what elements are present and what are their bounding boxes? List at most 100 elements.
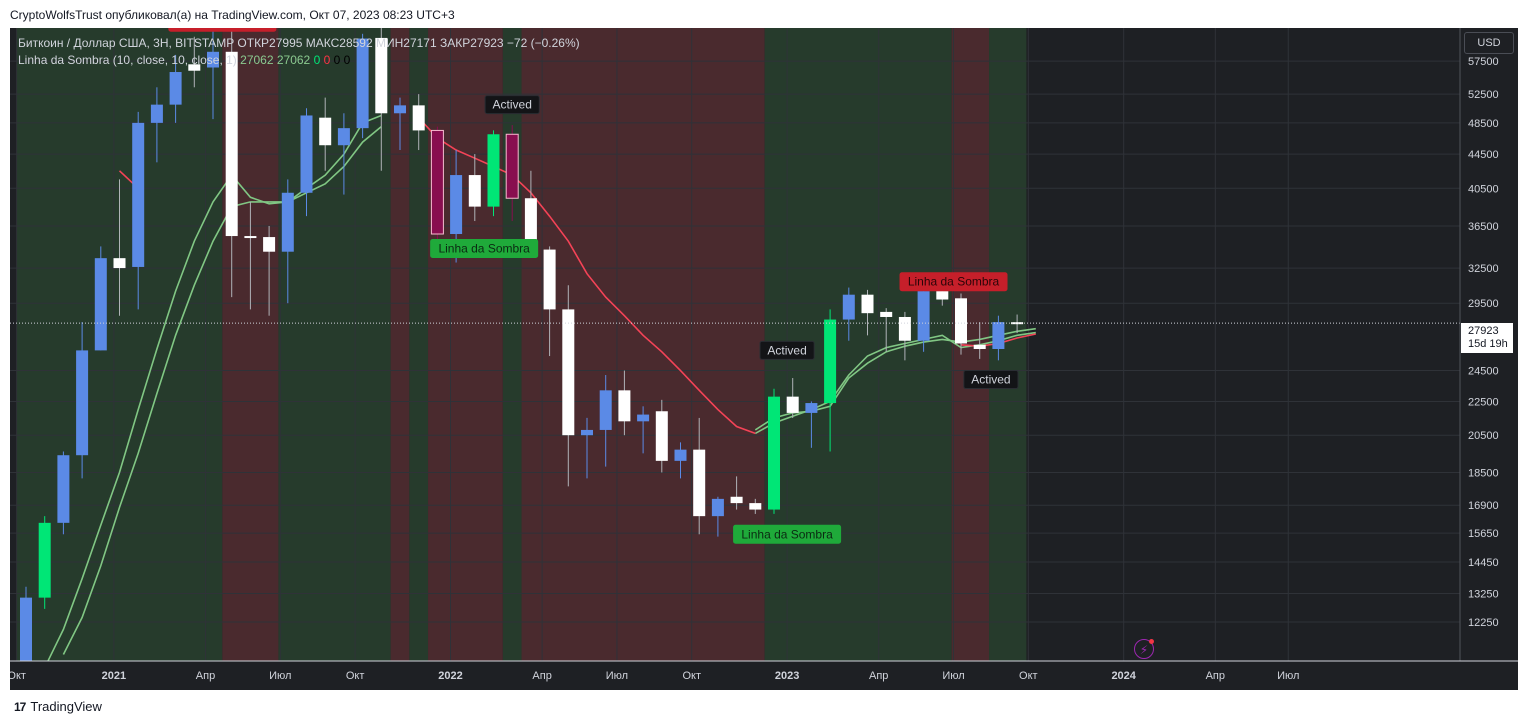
price-tick-label: 32500 [1468, 263, 1499, 275]
candle-body [936, 291, 949, 300]
price-tick-label: 16900 [1468, 500, 1499, 512]
background-band [16, 28, 223, 661]
annotation-box [430, 239, 539, 259]
annotation-label: Actived [971, 373, 1010, 387]
candle-body [76, 350, 89, 456]
time-tick-label: Апр [196, 670, 215, 682]
time-tick-label: Окт [682, 670, 701, 682]
annotation-box [168, 28, 277, 32]
brand-name: TradingView [30, 699, 102, 714]
time-tick-label: Окт [1019, 670, 1038, 682]
last-price-value: 27923 [1468, 325, 1499, 337]
candle-body [38, 522, 51, 598]
time-tick-label: 2024 [1111, 670, 1136, 682]
bar-countdown: 15d 19h [1468, 338, 1508, 350]
background-band [521, 28, 765, 661]
candle-body [375, 37, 388, 114]
candle-body [412, 105, 425, 131]
annotation-box [759, 340, 815, 360]
annotation-box [484, 95, 540, 115]
time-tick-label: Окт [10, 670, 26, 682]
candle-body [749, 503, 762, 510]
candle-body [150, 104, 163, 123]
time-tick-label: Июл [606, 670, 628, 682]
candle-body [581, 429, 593, 436]
candlestick-chart[interactable]: Actived Linha da Sombra Linha da Sombra Act… [10, 28, 1518, 690]
candle-body [225, 51, 238, 237]
candle-body [20, 597, 32, 672]
background-band [1026, 28, 1354, 661]
price-tick-label: 13250 [1468, 589, 1499, 601]
candle-body [94, 258, 107, 351]
candle-body [207, 51, 219, 68]
last-price-tag: 27923 15d 19h [1461, 323, 1513, 353]
candle-body [169, 72, 182, 105]
candle-body [57, 455, 70, 523]
symbol-legend[interactable]: Биткоин / Доллар США, 3Н, BITSTAMP ОТКР2… [18, 36, 580, 50]
candle-body [263, 237, 276, 252]
candle-body [898, 316, 911, 341]
chart-area[interactable]: Actived Linha da Sombra Linha da Sombra Act… [10, 28, 1518, 690]
candle-body [693, 449, 706, 517]
price-tick-label: 29500 [1468, 298, 1499, 310]
candle-body [132, 122, 145, 267]
candle-body [430, 129, 444, 235]
notification-dot [1149, 639, 1154, 644]
annotation-box [733, 524, 842, 544]
lightning-icon[interactable]: ⚡ [1134, 639, 1154, 659]
time-tick-label: 2022 [438, 670, 462, 682]
price-tick-label: 24500 [1468, 366, 1499, 378]
price-tick-label: 22500 [1468, 396, 1499, 408]
candle-body [543, 249, 556, 310]
time-tick-label: Июл [269, 670, 291, 682]
indicator-name: Linha da Sombra (10, close, 10, close, 1… [18, 53, 237, 67]
candle-body [281, 192, 294, 252]
candle-body [861, 294, 874, 314]
candle-body [880, 311, 893, 317]
indicator-value-1: 27062 [240, 53, 274, 67]
tradingview-logo-icon: 17 [14, 699, 26, 714]
price-tick-label: 48500 [1468, 118, 1499, 130]
annotation-label: Linha da Sombra [741, 527, 833, 541]
price-tick-label: 14450 [1468, 557, 1499, 569]
price-tick-label: 12250 [1468, 617, 1499, 629]
candle-body [992, 322, 1005, 350]
candle-body [356, 38, 369, 129]
candle-body [786, 396, 799, 413]
annotation-label: Actived [493, 98, 532, 112]
candle-body [450, 175, 463, 235]
price-tick-label: 40500 [1468, 183, 1499, 195]
candle-body [394, 105, 406, 114]
indicator-legend[interactable]: Linha da Sombra (10, close, 10, close, 1… [18, 53, 350, 67]
time-tick-label: Апр [532, 670, 551, 682]
candle-body [300, 115, 313, 193]
background-band [390, 28, 410, 661]
footer-brand[interactable]: 17 TradingView [14, 699, 102, 714]
annotation-label: Linha da Sombra [908, 275, 1000, 289]
annotation-label: Linha da Sombra [177, 28, 269, 29]
shadow-line-green [43, 114, 1036, 669]
candle-body [711, 498, 724, 517]
candle-body [188, 64, 201, 71]
candle-body [524, 198, 537, 250]
candle-body [917, 291, 930, 341]
candle-body [973, 344, 986, 350]
price-tick-label: 36500 [1468, 221, 1499, 233]
candle-body [113, 258, 126, 269]
currency-button[interactable]: USD [1464, 32, 1514, 54]
time-tick-label: Апр [869, 670, 888, 682]
candle-body [562, 309, 575, 436]
time-tick-label: Апр [1206, 670, 1225, 682]
candle-body [955, 298, 967, 344]
candle-body [824, 319, 837, 404]
candle-body [674, 449, 687, 461]
indicator-value-2: 27062 [276, 53, 311, 67]
time-tick-label: 2021 [102, 670, 126, 682]
background-band [409, 28, 429, 661]
candle-body [805, 403, 818, 413]
candle-body [655, 411, 668, 461]
candle-body [842, 294, 855, 320]
time-axis [10, 661, 1518, 690]
candle-body [1011, 322, 1024, 325]
price-tick-label: 57500 [1468, 56, 1499, 68]
